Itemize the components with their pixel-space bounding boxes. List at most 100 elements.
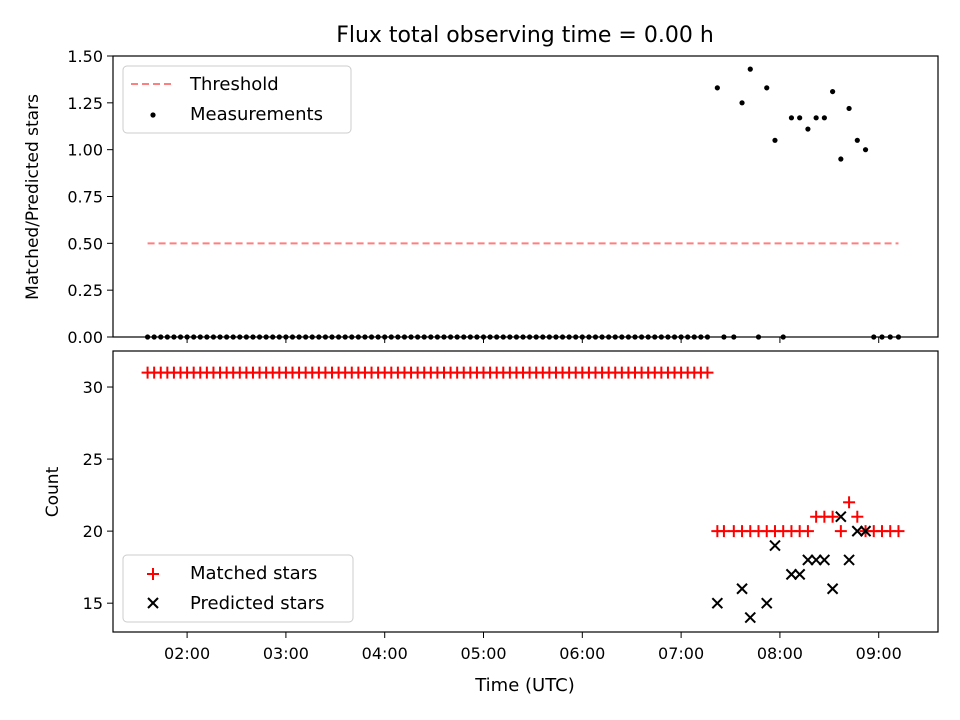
y-tick-label: 0.75 xyxy=(67,188,103,207)
measurement-point xyxy=(739,100,745,106)
predicted-stars-point xyxy=(785,568,798,581)
measurement-point xyxy=(474,334,480,340)
measurement-point xyxy=(846,105,852,112)
measurement-point xyxy=(270,334,276,340)
matched-stars-point xyxy=(851,510,864,523)
measurement-point xyxy=(862,147,869,153)
measurement-point xyxy=(887,334,893,340)
top-legend-box xyxy=(122,65,352,134)
measurement-point xyxy=(421,334,427,340)
measurement-point xyxy=(698,334,704,340)
measurement-point xyxy=(349,334,355,340)
measurement-point xyxy=(375,334,381,340)
matched-stars-point xyxy=(826,510,839,523)
measurement-point xyxy=(144,334,151,340)
threshold-legend-label: Threshold xyxy=(189,74,279,95)
y-tick-label: 0.50 xyxy=(67,234,103,253)
measurement-point xyxy=(830,88,836,95)
predicted-legend-swatch xyxy=(147,597,159,609)
measurement-point xyxy=(401,334,408,340)
measurement-point xyxy=(573,334,579,340)
measurement-point xyxy=(553,334,559,340)
x-tick-label: 05:00 xyxy=(460,644,506,663)
measurement-point xyxy=(494,334,500,340)
measurement-point xyxy=(276,334,282,340)
measurement-point xyxy=(171,334,177,340)
measurement-point xyxy=(454,334,460,340)
measurement-point xyxy=(599,334,605,340)
measurement-point xyxy=(428,334,434,340)
measurement-point xyxy=(342,334,348,340)
bottom-legend: Matched stars Predicted stars xyxy=(122,554,354,623)
y-tick-label: 20 xyxy=(83,522,103,541)
measurement-point xyxy=(243,334,249,340)
measurement-point xyxy=(309,334,315,340)
measurement-point xyxy=(447,334,454,340)
measurement-point xyxy=(721,334,727,340)
measurement-point xyxy=(329,334,335,340)
measurement-point xyxy=(546,334,552,340)
measurement-point xyxy=(415,334,421,340)
measurement-point xyxy=(335,334,342,340)
predicted-stars-point xyxy=(711,597,724,609)
measurement-point xyxy=(355,334,361,340)
measurement-point xyxy=(296,334,302,340)
predicted-stars-point xyxy=(818,554,831,566)
measurement-point xyxy=(685,334,691,340)
measurement-point xyxy=(612,334,618,340)
measurement-point xyxy=(164,334,170,340)
measurement-point xyxy=(151,334,157,340)
measurement-point xyxy=(461,334,467,340)
measurement-point xyxy=(263,334,269,340)
matched-stars-point xyxy=(701,366,714,379)
predicted-stars-point xyxy=(744,611,756,624)
predicted-legend-label: Predicted stars xyxy=(190,593,324,614)
measurement-point xyxy=(368,334,375,340)
x-tick-label: 02:00 xyxy=(164,644,210,663)
measurement-point xyxy=(540,334,546,340)
measurement-point xyxy=(500,334,506,340)
predicted-stars-point xyxy=(793,568,806,581)
chart-title: Flux total observing time = 0.00 h xyxy=(336,23,714,48)
measurements-legend-label: Measurements xyxy=(190,104,323,125)
measurement-point xyxy=(362,334,368,340)
predicted-stars-point xyxy=(835,511,847,523)
matched-legend-label: Matched stars xyxy=(190,563,317,584)
y-tick-label: 15 xyxy=(83,594,103,613)
x-tick-label: 06:00 xyxy=(559,644,605,663)
predicted-stars-point xyxy=(736,583,748,595)
measurement-point xyxy=(619,334,625,340)
measurement-point xyxy=(210,334,217,340)
measurement-point xyxy=(158,334,164,340)
y-tick-label: 30 xyxy=(83,378,103,397)
measurement-point xyxy=(586,334,592,340)
measurement-point xyxy=(507,334,513,340)
measurement-point xyxy=(224,334,230,340)
measurement-point xyxy=(813,115,819,121)
y-tick-label: 0.00 xyxy=(67,328,103,347)
measurement-point xyxy=(788,115,795,121)
measurement-point xyxy=(197,334,203,340)
measurement-point xyxy=(838,156,844,162)
measurement-point xyxy=(797,115,803,121)
x-tick-label: 03:00 xyxy=(263,644,309,663)
measurement-point xyxy=(527,334,533,340)
bottom-x-ticks: 02:00 03:00 04:00 05:00 06:00 07:00 08:00 09:00 xyxy=(164,632,902,663)
bottom-panel-frame xyxy=(112,350,939,633)
bottom-y-ticks: 15 20 25 30 xyxy=(83,378,113,613)
matched-stars-point xyxy=(801,525,814,538)
measurement-point xyxy=(408,334,414,340)
measurement-point xyxy=(632,334,638,340)
bottom-y-axis-label: Count xyxy=(43,466,63,517)
x-tick-label: 04:00 xyxy=(362,644,408,663)
measurement-point xyxy=(879,334,885,340)
measurement-point xyxy=(671,334,678,340)
measurement-point xyxy=(652,334,658,340)
y-tick-label: 1.00 xyxy=(67,141,103,160)
measurement-point xyxy=(871,334,877,340)
matched-legend-swatch xyxy=(147,568,159,580)
x-tick-label: 09:00 xyxy=(856,644,902,663)
y-tick-label: 0.25 xyxy=(67,281,103,300)
measurement-point xyxy=(191,334,197,340)
